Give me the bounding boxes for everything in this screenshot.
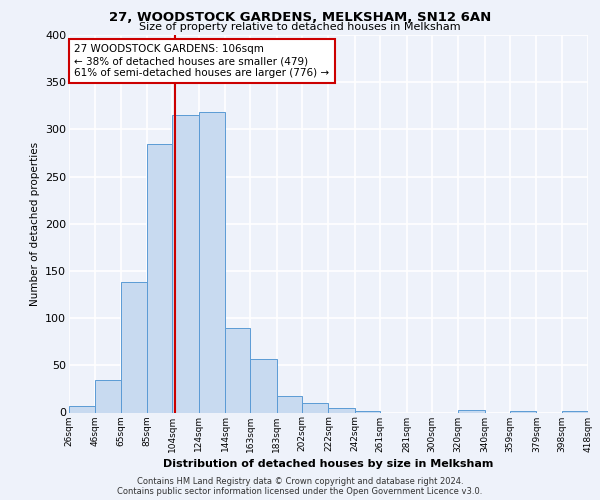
- Bar: [329, 408, 355, 412]
- Bar: [121, 282, 147, 412]
- Bar: [355, 410, 380, 412]
- Bar: [277, 396, 302, 412]
- Bar: [225, 328, 250, 412]
- Text: 27, WOODSTOCK GARDENS, MELKSHAM, SN12 6AN: 27, WOODSTOCK GARDENS, MELKSHAM, SN12 6A…: [109, 11, 491, 24]
- Bar: [199, 112, 225, 412]
- Text: Contains HM Land Registry data © Crown copyright and database right 2024.
Contai: Contains HM Land Registry data © Crown c…: [118, 476, 482, 496]
- Bar: [250, 358, 277, 412]
- Bar: [458, 410, 485, 412]
- Text: 27 WOODSTOCK GARDENS: 106sqm
← 38% of detached houses are smaller (479)
61% of s: 27 WOODSTOCK GARDENS: 106sqm ← 38% of de…: [74, 44, 329, 78]
- X-axis label: Distribution of detached houses by size in Melksham: Distribution of detached houses by size …: [163, 458, 494, 468]
- Text: Size of property relative to detached houses in Melksham: Size of property relative to detached ho…: [139, 22, 461, 32]
- Bar: [302, 403, 329, 412]
- Bar: [69, 406, 95, 412]
- Bar: [147, 144, 172, 412]
- Bar: [562, 410, 588, 412]
- Bar: [95, 380, 121, 412]
- Bar: [510, 410, 536, 412]
- Bar: [172, 115, 199, 412]
- Y-axis label: Number of detached properties: Number of detached properties: [29, 142, 40, 306]
